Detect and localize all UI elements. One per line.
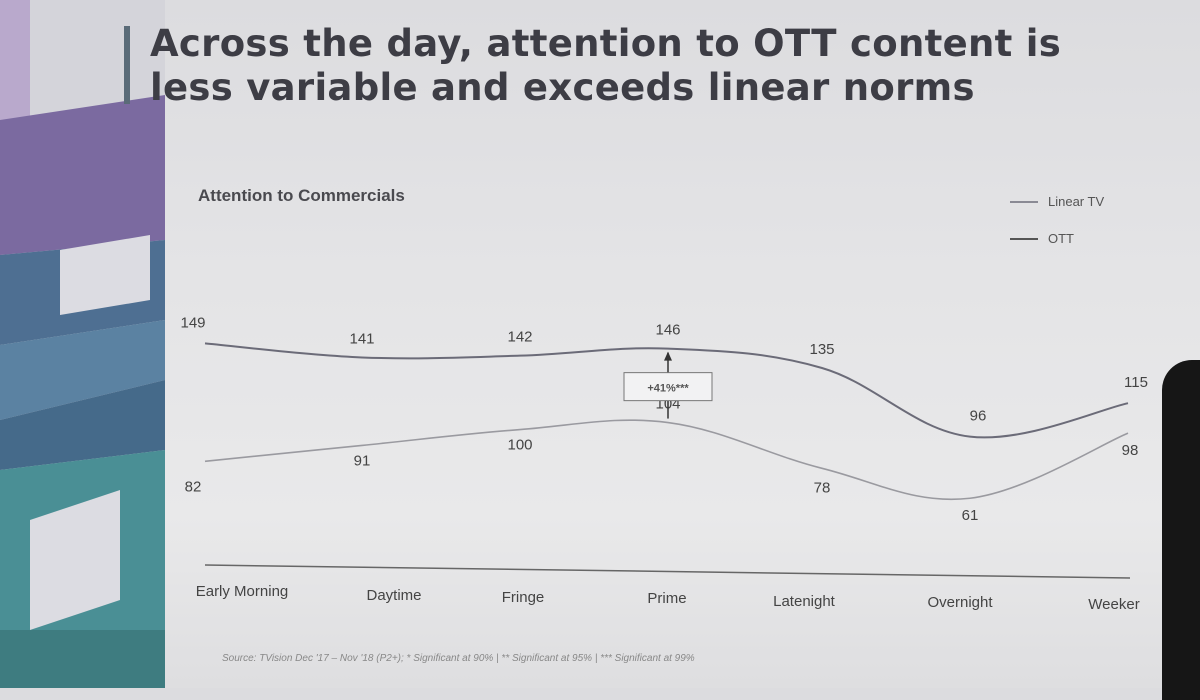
legend-item-ott: OTT — [1010, 231, 1074, 246]
decorative-logo-art — [0, 0, 165, 688]
annotation-box — [623, 372, 713, 402]
speaker-silhouette — [1162, 360, 1200, 700]
category-label-5: Overnight — [927, 594, 993, 611]
category-label-6: Weeker — [1088, 596, 1139, 613]
category-label-2: Fringe — [502, 589, 545, 606]
category-label-0: Early Morning — [196, 583, 289, 600]
annotation-arrow-head — [664, 351, 672, 361]
category-label-3: Prime — [647, 590, 686, 607]
data-label-ott-6: 98 — [1122, 442, 1139, 459]
x-axis-line — [204, 564, 1131, 579]
data-label-linear-4: 135 — [809, 341, 834, 358]
legend-label-linear: Linear TV — [1048, 194, 1105, 209]
series-line-ott — [204, 419, 1129, 501]
data-label-linear-0: 149 — [180, 314, 205, 331]
legend-label-ott: OTT — [1048, 231, 1074, 246]
data-label-linear-6: 115 — [1124, 374, 1148, 391]
data-label-ott-0: 82 — [185, 478, 202, 495]
data-label-ott-4: 78 — [814, 479, 831, 496]
title-accent-bar — [124, 26, 130, 104]
category-label-4: Latenight — [773, 593, 836, 610]
data-label-linear-5: 96 — [970, 408, 987, 425]
data-label-ott-1: 91 — [354, 452, 371, 469]
slide-title: Across the day, attention to OTT content… — [150, 22, 1062, 109]
annotation-label: +41%*** — [647, 383, 689, 395]
chart-title: Attention to Commercials — [198, 186, 405, 205]
data-label-linear-3: 146 — [655, 322, 680, 339]
source-footnote: Source: TVision Dec '17 – Nov '18 (P2+);… — [222, 653, 695, 664]
data-label-linear-1: 141 — [349, 330, 374, 347]
data-label-ott-2: 100 — [507, 437, 532, 454]
legend-item-linear: Linear TV — [1010, 194, 1104, 209]
category-label-1: Daytime — [366, 587, 421, 604]
series-line-linear — [204, 342, 1129, 439]
legend-swatch-ott — [1010, 237, 1038, 240]
data-label-linear-2: 142 — [507, 329, 532, 346]
legend-swatch-linear — [1010, 200, 1038, 203]
data-label-ott-5: 61 — [962, 507, 979, 524]
